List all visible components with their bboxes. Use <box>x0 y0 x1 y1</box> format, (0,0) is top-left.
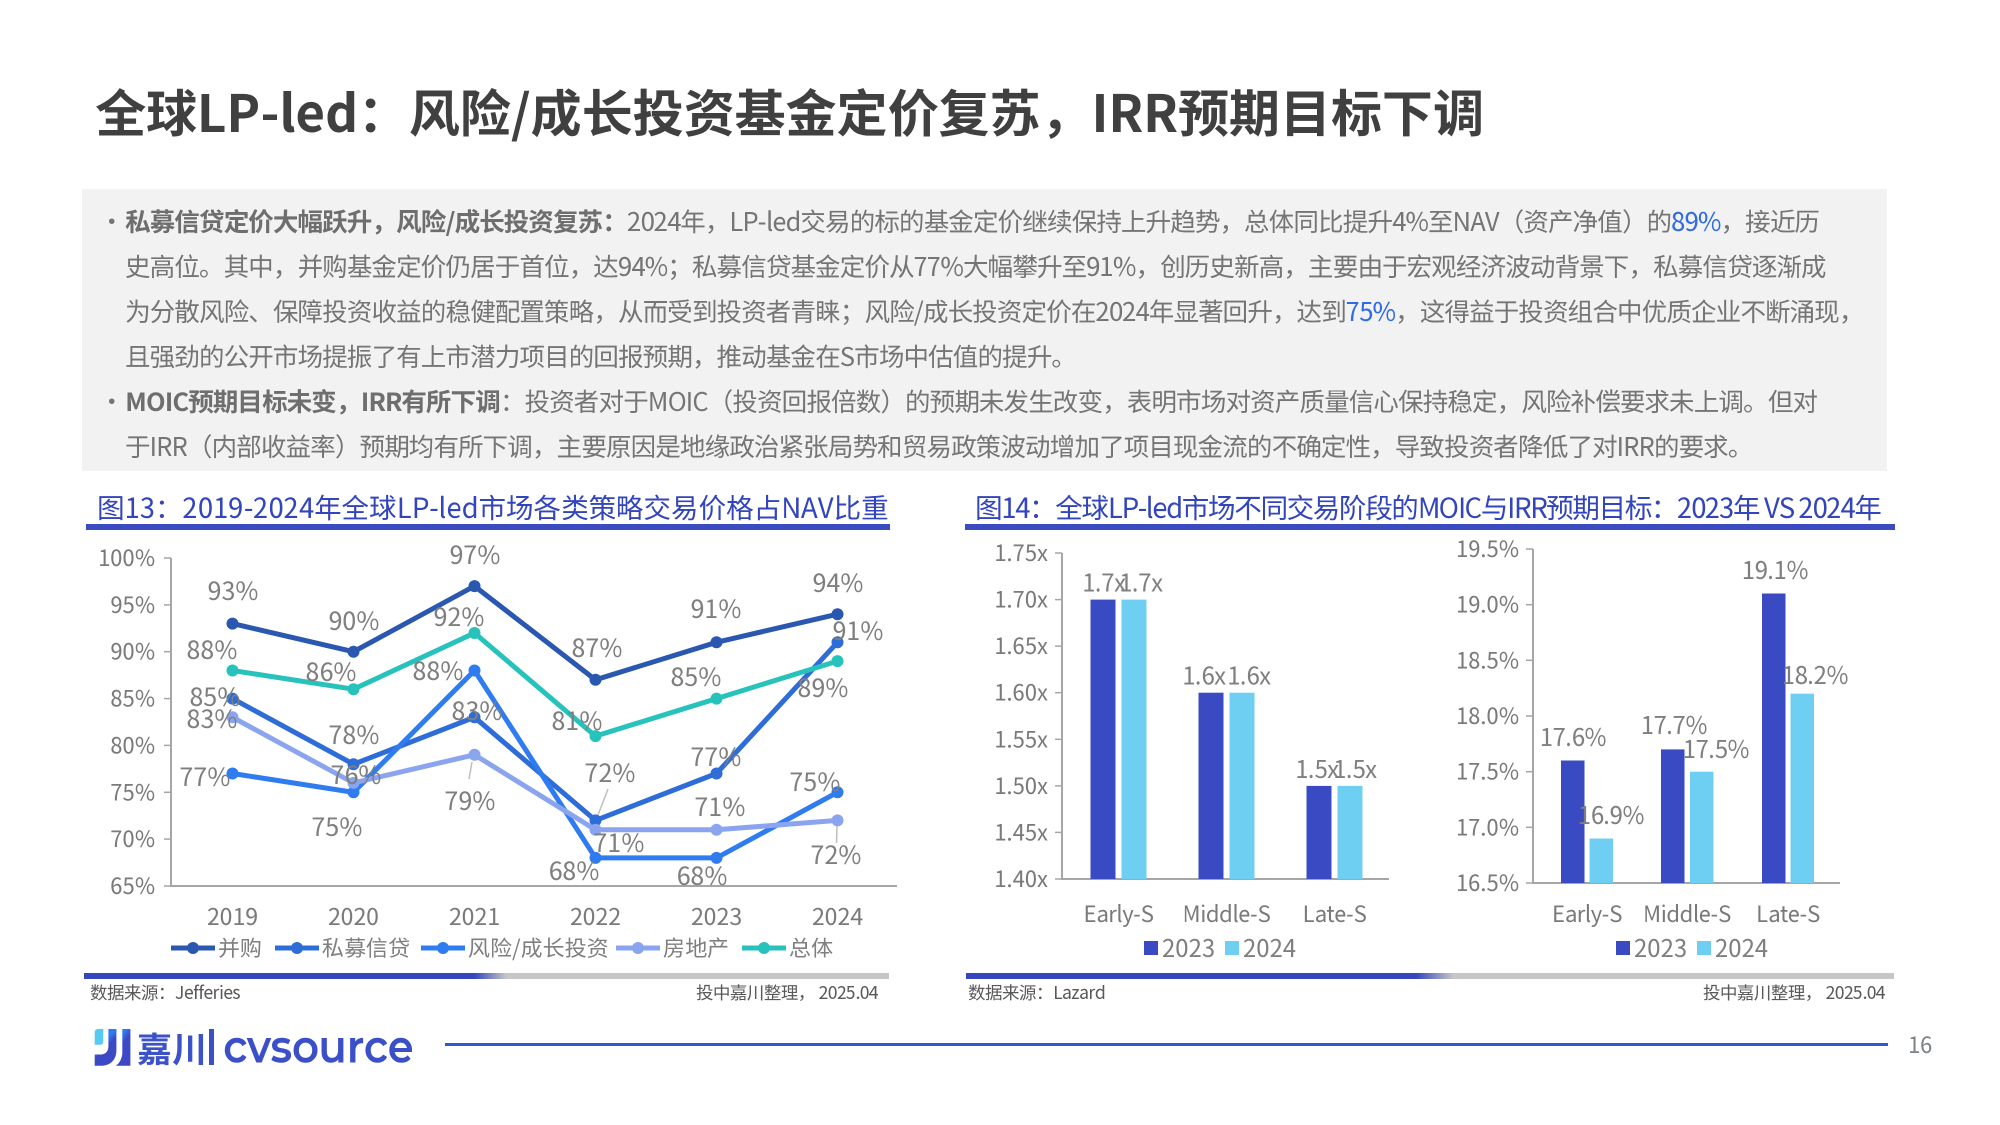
svg-text:77%: 77% <box>691 738 742 774</box>
svg-text:1.60x: 1.60x <box>994 676 1048 708</box>
svg-text:88%: 88% <box>413 652 464 688</box>
svg-text:85%: 85% <box>190 678 241 714</box>
svg-text:83%: 83% <box>452 692 503 728</box>
svg-text:80%: 80% <box>110 728 155 760</box>
svg-text:Middle-S: Middle-S <box>1183 897 1270 929</box>
svg-text:Middle-S: Middle-S <box>1643 897 1730 929</box>
svg-text:18.2%: 18.2% <box>1782 656 1848 691</box>
svg-text:77%: 77% <box>180 758 231 794</box>
svg-text:18.0%: 18.0% <box>1456 699 1519 731</box>
svg-text:Early-S: Early-S <box>1084 897 1154 929</box>
svg-text:100%: 100% <box>98 541 155 573</box>
svg-text:19.1%: 19.1% <box>1742 551 1808 586</box>
svg-text:1.70x: 1.70x <box>994 583 1048 615</box>
svg-text:1.40x: 1.40x <box>994 862 1048 894</box>
svg-text:95%: 95% <box>110 588 155 620</box>
svg-text:75%: 75% <box>790 763 841 799</box>
svg-text:78%: 78% <box>329 716 380 752</box>
svg-text:Late-S: Late-S <box>1756 897 1819 929</box>
svg-text:91%: 91% <box>833 612 884 648</box>
svg-text:72%: 72% <box>585 754 636 790</box>
svg-text:94%: 94% <box>813 564 864 600</box>
svg-text:75%: 75% <box>312 808 363 844</box>
svg-text:86%: 86% <box>306 653 357 689</box>
svg-text:93%: 93% <box>208 572 259 608</box>
svg-text:17.7%: 17.7% <box>1641 706 1707 741</box>
svg-text:1.6x: 1.6x <box>1227 657 1271 692</box>
svg-text:16.9%: 16.9% <box>1578 796 1644 831</box>
svg-text:97%: 97% <box>450 536 501 572</box>
svg-text:83%: 83% <box>187 700 238 736</box>
svg-text:2023: 2023 <box>1162 929 1215 964</box>
svg-text:17.5%: 17.5% <box>1456 755 1519 787</box>
svg-text:2021: 2021 <box>449 898 500 932</box>
svg-text:2023: 2023 <box>1634 929 1687 964</box>
svg-text:2022: 2022 <box>570 898 621 932</box>
svg-text:17.0%: 17.0% <box>1456 810 1519 842</box>
svg-text:81%: 81% <box>552 702 603 738</box>
svg-text:2024: 2024 <box>1715 929 1768 964</box>
svg-text:1.65x: 1.65x <box>994 629 1048 661</box>
svg-text:71%: 71% <box>594 824 645 860</box>
svg-text:并购: 并购 <box>218 931 262 963</box>
svg-text:90%: 90% <box>329 602 380 638</box>
svg-text:65%: 65% <box>110 869 155 901</box>
svg-text:1.5x: 1.5x <box>1333 750 1377 785</box>
svg-text:2019: 2019 <box>207 898 258 932</box>
svg-text:75%: 75% <box>110 775 155 807</box>
svg-text:1.55x: 1.55x <box>994 722 1048 754</box>
svg-text:1.7x: 1.7x <box>1082 564 1126 599</box>
svg-text:90%: 90% <box>110 635 155 667</box>
svg-text:16.5%: 16.5% <box>1456 866 1519 898</box>
svg-text:1.75x: 1.75x <box>994 536 1048 568</box>
svg-text:2023: 2023 <box>691 898 742 932</box>
svg-text:72%: 72% <box>811 836 862 872</box>
svg-text:Early-S: Early-S <box>1552 897 1622 929</box>
svg-text:19.0%: 19.0% <box>1456 588 1519 620</box>
svg-text:私募信贷: 私募信贷 <box>322 931 410 963</box>
svg-text:1.5x: 1.5x <box>1295 750 1339 785</box>
svg-text:Late-S: Late-S <box>1303 897 1366 929</box>
svg-text:68%: 68% <box>677 857 728 893</box>
svg-text:1.45x: 1.45x <box>994 815 1048 847</box>
svg-text:风险/成长投资: 风险/成长投资 <box>468 931 609 963</box>
svg-text:17.6%: 17.6% <box>1540 718 1606 753</box>
svg-text:1.6x: 1.6x <box>1182 657 1226 692</box>
svg-text:70%: 70% <box>110 822 155 854</box>
svg-text:19.5%: 19.5% <box>1456 532 1519 564</box>
svg-text:92%: 92% <box>434 598 485 634</box>
svg-text:88%: 88% <box>187 631 238 667</box>
svg-text:17.5%: 17.5% <box>1683 730 1749 765</box>
svg-text:89%: 89% <box>798 669 849 705</box>
svg-text:87%: 87% <box>572 629 623 665</box>
svg-text:91%: 91% <box>691 590 742 626</box>
svg-text:85%: 85% <box>671 658 722 694</box>
svg-text:2024: 2024 <box>812 898 863 932</box>
svg-text:1.50x: 1.50x <box>994 769 1048 801</box>
svg-text:2020: 2020 <box>328 898 379 932</box>
svg-text:1.7x: 1.7x <box>1119 564 1163 599</box>
svg-text:总体: 总体 <box>789 931 833 963</box>
svg-text:71%: 71% <box>695 788 746 824</box>
svg-text:房地产: 房地产 <box>663 931 729 963</box>
svg-text:18.5%: 18.5% <box>1456 643 1519 675</box>
svg-text:85%: 85% <box>110 682 155 714</box>
svg-text:79%: 79% <box>445 782 496 818</box>
svg-text:2024: 2024 <box>1243 929 1296 964</box>
svg-text:68%: 68% <box>549 852 600 888</box>
svg-text:76%: 76% <box>331 756 382 792</box>
